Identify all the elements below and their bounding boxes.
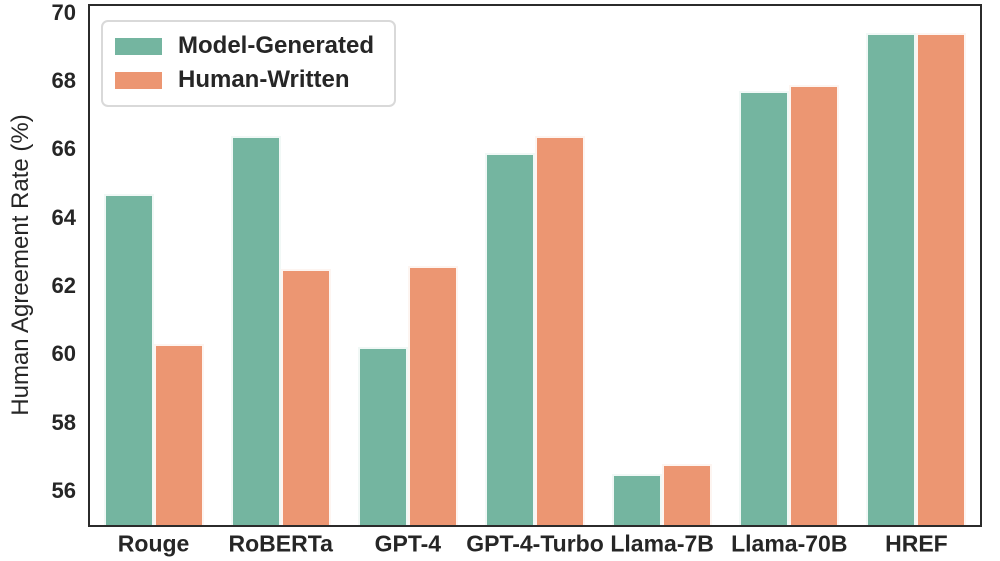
bar-llama-7b-model-generated [612,473,663,525]
y-tick-label-70: 70 [51,0,76,25]
bar-rouge-model-generated [103,193,154,525]
bar-gpt-4-model-generated [357,347,408,525]
x-tick-label-rouge: Rouge [117,530,190,557]
y-tick-label-62: 62 [51,272,76,298]
legend-swatch-icon [115,37,162,55]
y-tick-label-56: 56 [51,477,76,503]
legend-item-human-written: Human-Written [115,66,374,94]
x-tick-label-href: HREF [885,530,948,557]
bar-llama-70b-model-generated [739,91,790,525]
bar-llama-7b-human-written [662,463,713,525]
bar-roberta-model-generated [230,135,281,525]
plot-inner: Model-Generated Human-Written [90,6,980,525]
y-tick-label-60: 60 [51,341,76,367]
legend-swatch-icon [115,72,162,90]
plot-area: Model-Generated Human-Written [88,4,982,527]
legend-label: Model-Generated [178,32,375,59]
legend: Model-Generated Human-Written [101,20,397,107]
y-tick-label-64: 64 [51,204,76,230]
legend-item-model-generated: Model-Generated [115,32,375,59]
bar-href-model-generated [866,33,917,525]
bar-href-human-written [916,33,967,525]
bar-gpt-4-turbo-human-written [535,135,585,525]
x-tick-label-llama-70b: Llama-70B [731,530,848,557]
bar-roberta-human-written [280,268,331,525]
x-tick-label-gpt-4-turbo: GPT-4-Turbo [466,530,604,557]
y-tick-label-68: 68 [51,68,76,94]
y-tick-label-66: 66 [51,136,76,162]
y-tick-label-58: 58 [51,409,76,435]
x-tick-label-gpt-4: GPT-4 [374,530,442,557]
bar-llama-70b-human-written [789,84,840,525]
bar-gpt-4-turbo-model-generated [485,152,535,525]
bar-gpt-4-human-written [407,265,458,525]
x-tick-label-roberta: RoBERTa [228,530,333,557]
x-tick-label-llama-7b: Llama-7B [610,530,714,557]
legend-label: Human-Written [178,66,350,94]
bar-rouge-human-written [153,344,204,525]
